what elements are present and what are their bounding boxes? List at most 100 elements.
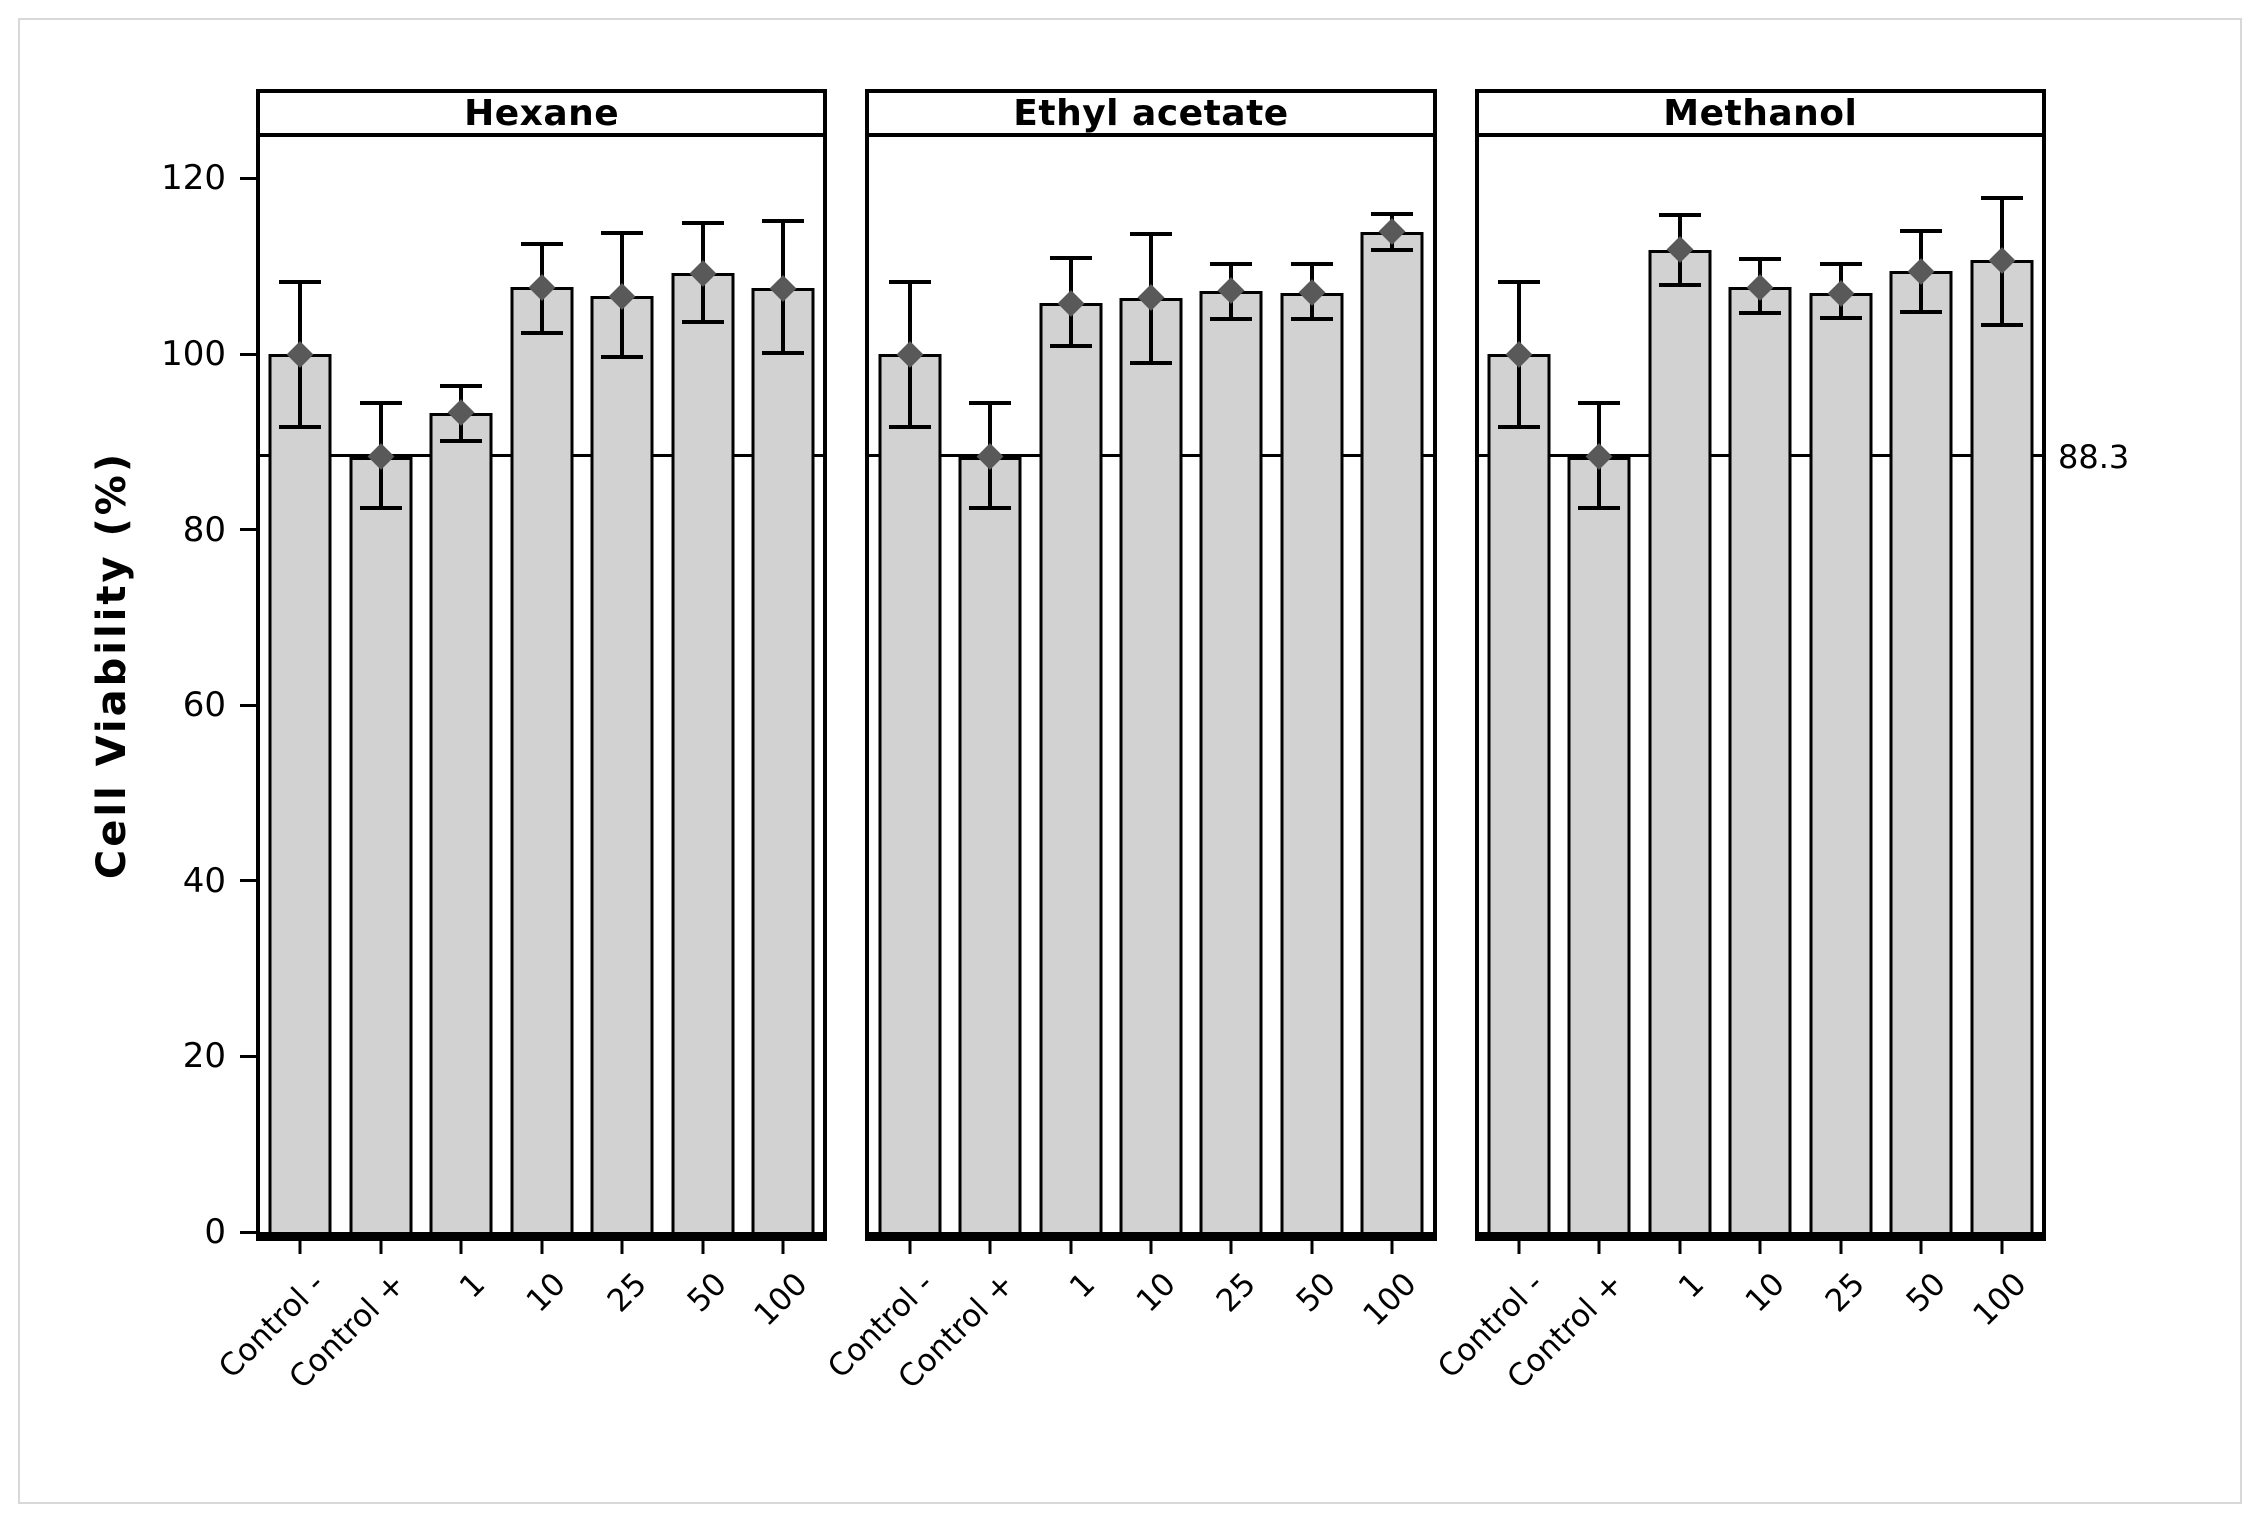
bar <box>958 456 1022 1232</box>
y-tick-label: 100 <box>161 334 226 374</box>
y-tick-label: 120 <box>161 158 226 199</box>
bar <box>1360 231 1424 1232</box>
reference-line-label: 88.3 <box>2058 438 2130 476</box>
bar-group-methanol-25: 25 <box>1801 137 1881 1319</box>
y-tick-label: 40 <box>182 860 226 901</box>
error-bar-cap-lower <box>1819 316 1862 321</box>
bar <box>1889 271 1953 1232</box>
panel-plot-ethyl-acetate: Control - Control +1 10 25 50 100 <box>821 137 1433 1396</box>
error-bar-cap-upper <box>1290 261 1333 266</box>
bar <box>1567 456 1631 1232</box>
error-bar-cap-lower <box>1900 309 1943 314</box>
bar-group-hexane-10: 10 <box>501 137 581 1319</box>
x-tick-mark <box>908 1237 912 1254</box>
error-bar-cap-upper <box>1819 262 1862 267</box>
error-bar-cap-lower <box>888 424 931 429</box>
x-tick-mark <box>2000 1237 2004 1254</box>
panel-title-hexane: Hexane <box>260 93 824 137</box>
bar-group-ethyl-acetate-100: 100 <box>1352 137 1432 1333</box>
y-tick-label: 60 <box>182 685 226 726</box>
error-bar-cap-upper <box>1658 213 1701 218</box>
panel-plot-hexane: Control - Control +1 10 25 50 100 <box>212 137 824 1396</box>
bar-group-methanol-10: 10 <box>1720 137 1800 1319</box>
y-tick-mark <box>240 879 256 883</box>
x-tick-mark <box>459 1237 463 1254</box>
y-tick-label: 80 <box>182 509 226 550</box>
x-tick-mark <box>620 1237 624 1254</box>
error-bar-cap-upper <box>1129 231 1172 236</box>
bar <box>751 288 815 1232</box>
bar <box>429 412 493 1232</box>
y-tick-mark <box>240 352 256 356</box>
x-tick-mark <box>701 1237 705 1254</box>
error-bar-cap-lower <box>1739 310 1782 315</box>
error-bar-cap-lower <box>1049 344 1092 349</box>
x-tick-mark <box>1390 1237 1394 1254</box>
error-bar-cap-lower <box>1371 248 1414 253</box>
x-tick-mark <box>1597 1237 1601 1254</box>
bar <box>1728 287 1792 1232</box>
error-bar-cap-upper <box>888 280 931 285</box>
error-bar-cap-upper <box>1980 195 2023 200</box>
error-bar-cap-upper <box>762 218 805 223</box>
error-bar-cap-upper <box>1371 211 1414 216</box>
bar-group-ethyl-acetate-10: 10 <box>1111 137 1191 1319</box>
x-tick-mark <box>298 1237 302 1254</box>
bar <box>1039 303 1102 1232</box>
x-tick-mark <box>379 1237 383 1254</box>
x-tick-mark <box>1149 1237 1153 1254</box>
error-bar-cap-lower <box>1129 360 1172 365</box>
bar-group-ethyl-acetate-control+: Control + <box>891 137 1030 1396</box>
error-bar-cap-lower <box>969 505 1012 510</box>
error-bar-cap-upper <box>1497 280 1540 285</box>
bar-group-ethyl-acetate-50: 50 <box>1272 137 1352 1319</box>
error-bar-cap-upper <box>279 280 322 285</box>
bar <box>590 296 654 1232</box>
error-bar-cap-upper <box>1739 257 1782 262</box>
error-bar-cap-lower <box>1980 323 2023 328</box>
error-bar-cap-upper <box>1049 256 1092 261</box>
bar-group-methanol-1: 1 <box>1640 137 1720 1305</box>
x-tick-mark <box>1678 1237 1682 1254</box>
error-bar-cap-lower <box>359 505 402 510</box>
x-tick-mark <box>1919 1237 1923 1254</box>
error-bar-cap-lower <box>1658 282 1701 287</box>
x-tick-mark <box>988 1237 992 1254</box>
y-tick-mark <box>240 1054 256 1058</box>
x-tick-mark <box>1229 1237 1233 1254</box>
bar-group-methanol-50: 50 <box>1881 137 1961 1319</box>
bar <box>671 273 735 1232</box>
bar-group-methanol-control+: Control + <box>1501 137 1639 1396</box>
bar-group-methanol-100: 100 <box>1961 137 2041 1333</box>
error-bar-cap-lower <box>1578 505 1621 510</box>
bar <box>1648 249 1712 1232</box>
bar <box>1280 292 1344 1232</box>
y-axis: 0 20 40 60 80 100 120 <box>0 133 256 1252</box>
error-bar-cap-upper <box>1210 261 1253 266</box>
error-bar-cap-upper <box>440 383 483 388</box>
x-tick-mark <box>540 1237 544 1254</box>
error-bar-cap-upper <box>359 401 402 406</box>
y-tick-label: 0 <box>204 1212 226 1252</box>
error-bar-cap-lower <box>762 351 805 356</box>
bar <box>878 354 942 1232</box>
error-bar-cap-upper <box>520 242 563 247</box>
bar-group-hexane-25: 25 <box>582 137 662 1319</box>
error-bar-cap-upper <box>969 401 1012 406</box>
x-tick-mark <box>1069 1237 1072 1254</box>
error-bar-cap-upper <box>1900 229 1943 234</box>
error-bar-cap-lower <box>279 424 322 429</box>
x-tick-mark <box>1758 1237 1762 1254</box>
y-tick-mark <box>240 176 256 180</box>
panel-title-ethyl-acetate: Ethyl acetate <box>869 93 1433 137</box>
bar-group-methanol-control-: Control - <box>1431 137 1559 1386</box>
bar-group-hexane-100: 100 <box>743 137 823 1333</box>
bar <box>1119 297 1183 1232</box>
y-tick-mark <box>240 528 256 532</box>
bar <box>1199 290 1263 1232</box>
panels-row: Hexane Control - Control +1 10 25 50 100 Ethyl … <box>212 89 2046 1396</box>
bar-group-hexane-control-: Control - <box>212 137 340 1386</box>
bar-group-ethyl-acetate-25: 25 <box>1191 137 1271 1319</box>
panel-ethyl-acetate: Ethyl acetate Control - Control +1 10 25 50 10… <box>821 89 1437 1396</box>
